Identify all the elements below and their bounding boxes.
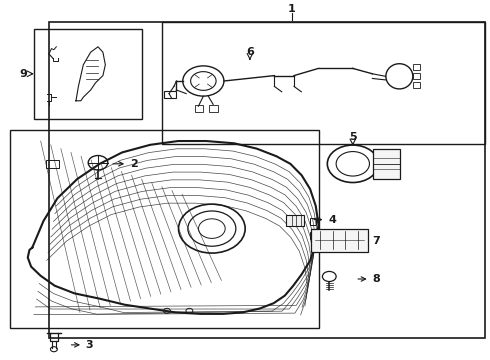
Bar <box>373 149 400 179</box>
Bar <box>413 82 420 88</box>
Bar <box>162 22 485 144</box>
Bar <box>34 29 142 119</box>
Text: 7: 7 <box>358 236 380 246</box>
Bar <box>311 229 368 252</box>
Text: 1: 1 <box>288 4 295 14</box>
Bar <box>286 215 304 226</box>
Bar <box>310 232 316 239</box>
Text: 9: 9 <box>20 69 27 79</box>
Bar <box>209 105 218 112</box>
Bar <box>310 218 316 225</box>
Bar <box>49 22 485 338</box>
Bar <box>195 105 203 112</box>
Text: 6: 6 <box>246 47 254 57</box>
Bar <box>413 73 420 79</box>
Bar <box>10 130 318 328</box>
Text: 5: 5 <box>349 132 357 142</box>
Bar <box>46 161 58 168</box>
Text: 3: 3 <box>72 340 94 350</box>
Text: 2: 2 <box>113 159 138 169</box>
Bar <box>413 64 420 70</box>
Bar <box>164 91 176 98</box>
Text: 4: 4 <box>314 215 336 225</box>
Text: 8: 8 <box>358 274 380 284</box>
